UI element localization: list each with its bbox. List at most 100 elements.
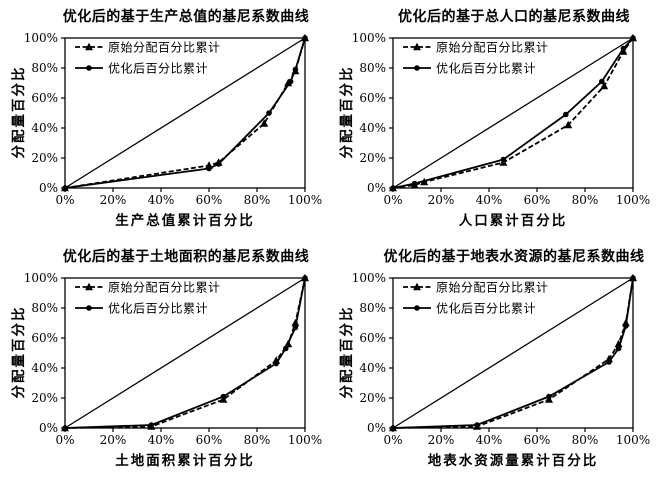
x-tick-label: 60% [196,193,223,207]
x-tick-label: 20% [428,193,455,207]
y-tick-label: 20% [359,151,386,165]
y-tick-label: 60% [359,331,386,345]
chart-title: 优化后的基于土地面积的基尼系数曲线 [62,249,310,265]
y-tick-label: 40% [359,361,386,375]
equality-line [392,37,634,189]
x-tick-label: 40% [148,433,175,447]
y-tick-label: 40% [31,361,58,375]
circle-marker-series-1 [500,156,507,163]
x-axis-label: 土地面积累计百分比 [115,453,255,469]
y-tick-label: 0% [39,421,58,435]
x-tick-label: 60% [196,433,223,447]
x-tick-label: 20% [428,433,455,447]
y-tick-label: 100% [24,271,58,285]
y-tick-label: 20% [31,391,58,405]
circle-marker-series-1 [273,360,280,367]
chart-cell-gdp: 优化后的基于生产总值的基尼系数曲线 分配量百分比 0% 20% 40% 60% 80% 1… [0,0,328,240]
legend-label-1: 优化后百分比累计 [436,302,536,316]
x-tick-label: 80% [572,193,599,207]
y-tick-label: 80% [359,301,386,315]
circle-marker-series-1 [287,78,294,85]
triangle-marker-series-0 [564,120,573,129]
plot-area-gdp: 0% 20% 40% 60% 80% 100% 0% 20% 40% 60% 80% 100% 原始分配… [24,31,322,207]
y-tick-label: 60% [31,331,58,345]
legend-label-1: 优化后百分比累计 [108,62,208,76]
x-tick-label: 80% [244,193,271,207]
triangle-marker-series-0 [614,339,623,348]
circle-marker-series-1 [563,111,569,118]
x-axis-label: 人口累计百分比 [458,213,568,229]
legend-label-1: 优化后百分比累计 [436,62,536,76]
triangle-marker-series-0 [600,81,609,90]
circle-marker-series-1 [148,422,155,428]
circle-marker-series-1 [215,161,222,167]
equality-line [64,37,306,189]
x-tick-label: 20% [100,433,127,447]
x-tick-label: 0% [55,433,74,447]
y-tick-label: 60% [31,91,58,105]
circle-marker-series-1 [474,422,480,428]
x-tick-label: 60% [524,193,551,207]
y-tick-label: 80% [31,301,58,315]
circle-marker-series-1 [206,165,212,172]
circle-marker-legend-1 [86,65,92,71]
x-tick-label: 0% [55,193,74,207]
circle-marker-series-1 [62,425,68,431]
circle-marker-series-1 [302,275,308,281]
y-tick-label: 80% [359,61,386,75]
triangle-marker-legend-0 [413,282,421,291]
circle-marker-series-1 [220,393,227,400]
plot-area-population: 0% 20% 40% 60% 80% 100% 0% 20% 40% 60% 80% 100% 原始分配… [352,31,650,207]
chart-cell-land-area: 优化后的基于土地面积的基尼系数曲线 分配量百分比 0% 20% 40% 60% 80% 1… [0,240,328,480]
circle-marker-series-1 [292,324,299,331]
x-tick-label: 100% [616,433,650,447]
circle-marker-series-1 [615,345,622,352]
x-axis-label: 地表水资源量累计百分比 [427,453,599,469]
triangle-marker-legend-0 [413,42,421,51]
x-tick-label: 60% [524,433,551,447]
x-tick-label: 80% [244,433,271,447]
y-tick-label: 100% [352,31,386,45]
y-tick-label: 0% [367,421,386,435]
equality-line [64,277,306,429]
x-axis-label: 生产总值累计百分比 [115,213,255,229]
y-tick-label: 80% [31,61,58,75]
x-tick-label: 100% [288,433,322,447]
plot-border [392,37,634,189]
x-tick-label: 80% [572,433,599,447]
circle-marker-series-1 [411,180,418,187]
y-tick-label: 0% [39,181,58,195]
chart-title: 优化后的基于生产总值的基尼系数曲线 [62,9,310,25]
x-tick-label: 40% [476,433,503,447]
equality-line [392,277,634,429]
triangle-marker-series-0 [260,119,269,127]
x-tick-label: 40% [476,193,503,207]
circle-marker-series-1 [266,110,272,116]
x-tick-label: 100% [288,193,322,207]
y-tick-label: 20% [359,391,386,405]
legend-label-1: 优化后百分比累计 [108,302,208,316]
plot-area-surface-water: 0% 20% 40% 60% 80% 100% 0% 20% 40% 60% 80% 100% 原始分配… [352,271,650,447]
circle-marker-series-1 [283,345,289,352]
legend-label-0: 原始分配百分比累计 [108,281,221,295]
triangle-marker-legend-0 [85,282,93,291]
y-tick-label: 40% [359,121,386,135]
circle-marker-series-1 [390,425,396,431]
circle-marker-legend-1 [86,305,92,311]
y-tick-label: 20% [31,151,58,165]
y-tick-label: 0% [367,181,386,195]
circle-marker-series-1 [623,323,629,329]
x-tick-label: 0% [383,433,402,447]
x-tick-label: 100% [616,193,650,207]
chart-title: 优化后的基于总人口的基尼系数曲线 [398,9,630,25]
circle-marker-legend-1 [414,65,420,71]
legend-label-0: 原始分配百分比累计 [436,41,549,55]
plot-border [64,37,306,189]
circle-marker-series-1 [599,78,605,85]
x-tick-label: 20% [100,193,127,207]
plot-border [64,277,306,429]
chart-title: 优化后的基于地表水资源的基尼系数曲线 [383,249,645,265]
legend-label-0: 原始分配百分比累计 [436,281,549,295]
y-tick-label: 100% [24,31,58,45]
